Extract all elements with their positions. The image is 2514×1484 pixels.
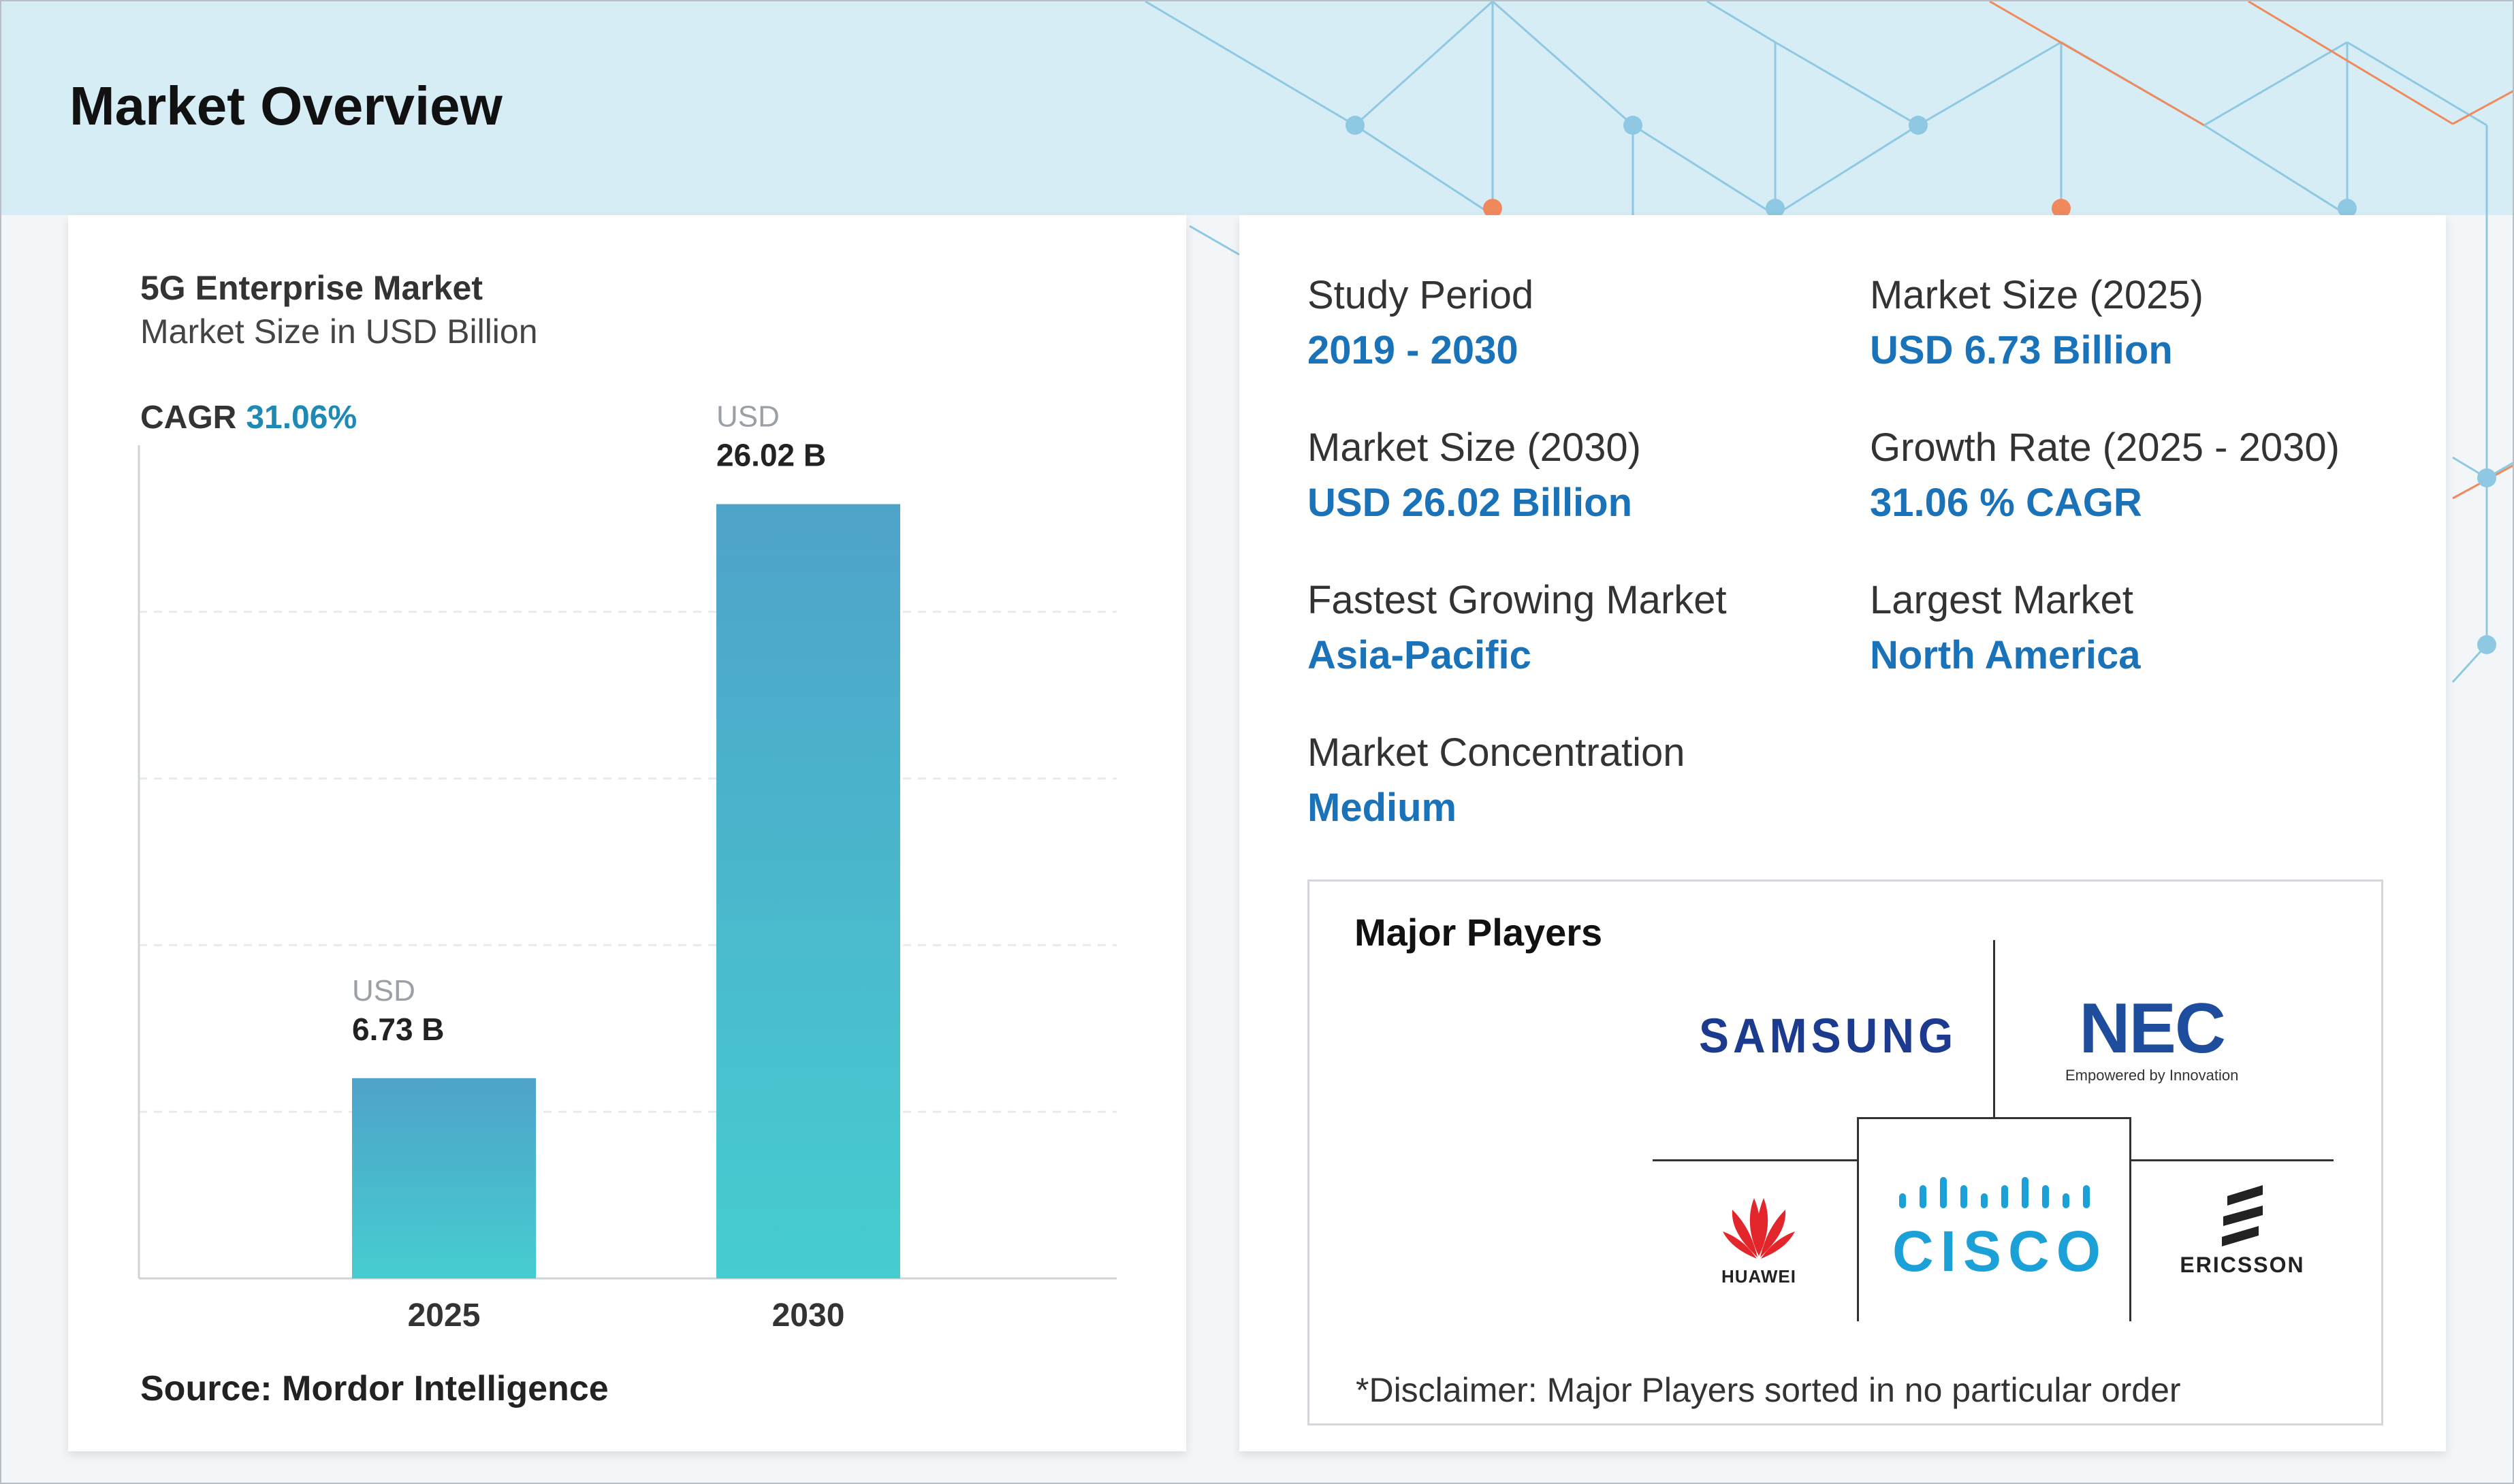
market-info-card: Study Period 2019 - 2030 Market Size (20… bbox=[1239, 215, 2446, 1451]
stat-value: Medium bbox=[1307, 786, 1457, 830]
logo-divider bbox=[2129, 1159, 2334, 1161]
huawei-petals-icon bbox=[1723, 1198, 1795, 1259]
bar-value-prefix: USD bbox=[352, 974, 415, 1007]
bar-chart: USD 6.73 B 2025 USD 26.02 B 2030 bbox=[138, 400, 1117, 1334]
logo-divider bbox=[1857, 1117, 2129, 1119]
chart-title: 5G Enterprise Market bbox=[140, 269, 483, 307]
cagr-text: CAGR bbox=[140, 400, 237, 436]
stat-study-period: Study Period 2019 - 2030 bbox=[1307, 272, 1533, 373]
major-players-box: Major Players SAMSUNG NEC Empowered by I… bbox=[1307, 880, 2383, 1425]
huawei-logo[interactable]: HUAWEI bbox=[1704, 1188, 1813, 1287]
stat-label: Fastest Growing Market bbox=[1307, 578, 1727, 622]
ericsson-mark-icon bbox=[2222, 1185, 2263, 1246]
huawei-logo-text: HUAWEI bbox=[1721, 1266, 1796, 1287]
stat-label: Growth Rate (2025 - 2030) bbox=[1870, 425, 2340, 470]
stat-value: USD 6.73 Billion bbox=[1870, 328, 2173, 372]
nec-tagline: Empowered by Innovation bbox=[2065, 1067, 2239, 1084]
chart-subtitle: Market Size in USD Billion bbox=[140, 312, 538, 351]
nec-logo-text: NEC bbox=[2079, 989, 2226, 1068]
bar-2025 bbox=[352, 1078, 536, 1278]
ericsson-logo-text: ERICSSON bbox=[2180, 1253, 2305, 1277]
stat-value: USD 26.02 Billion bbox=[1307, 481, 1633, 525]
stat-label: Market Size (2030) bbox=[1307, 425, 1641, 470]
nec-logo[interactable]: NEC Empowered by Innovation bbox=[2065, 993, 2238, 1084]
ericsson-logo[interactable]: ERICSSON bbox=[2161, 1181, 2324, 1278]
major-players-title: Major Players bbox=[1354, 911, 1603, 954]
stat-market-size-2025: Market Size (2025) USD 6.73 Billion bbox=[1870, 272, 2203, 373]
stat-label: Study Period bbox=[1307, 273, 1534, 317]
x-tick-label: 2025 bbox=[408, 1297, 481, 1334]
stat-value: North America bbox=[1870, 633, 2141, 677]
chart-card: 5G Enterprise Market Market Size in USD … bbox=[68, 215, 1186, 1451]
page-title: Market Overview bbox=[69, 76, 503, 136]
stat-market-size-2030: Market Size (2030) USD 26.02 Billion bbox=[1307, 425, 1641, 526]
cagr-label: CAGR 31.06% bbox=[140, 399, 357, 436]
logo-divider bbox=[1653, 1159, 1857, 1161]
bar-value-prefix: USD bbox=[716, 400, 780, 434]
header-band bbox=[1, 1, 2513, 215]
cisco-logo-text: CISCO bbox=[1892, 1219, 2108, 1283]
logo-divider bbox=[1993, 940, 1995, 1118]
samsung-logo[interactable]: SAMSUNG bbox=[1699, 1008, 1958, 1063]
logo-divider bbox=[1857, 1117, 1859, 1321]
cisco-logo[interactable]: CISCO bbox=[1892, 1167, 2108, 1285]
stat-fastest-growing-market: Fastest Growing Market Asia-Pacific bbox=[1307, 577, 1727, 678]
cisco-bars-icon bbox=[1899, 1177, 2090, 1208]
stat-market-concentration: Market Concentration Medium bbox=[1307, 730, 1685, 830]
bar-value-label: 26.02 B bbox=[716, 438, 826, 473]
stat-label: Market Size (2025) bbox=[1870, 273, 2203, 317]
samsung-logo-text: SAMSUNG bbox=[1699, 1008, 1958, 1063]
stat-growth-rate: Growth Rate (2025 - 2030) 31.06 % CAGR bbox=[1870, 425, 2340, 526]
stat-value: 2019 - 2030 bbox=[1307, 328, 1518, 372]
chart-source: Source: Mordor Intelligence bbox=[140, 1369, 609, 1408]
x-tick-label: 2030 bbox=[772, 1297, 845, 1334]
stat-label: Market Concentration bbox=[1307, 730, 1685, 775]
stat-value: 31.06 % CAGR bbox=[1870, 481, 2142, 525]
bar-value-label: 6.73 B bbox=[352, 1012, 445, 1047]
cagr-value: 31.06% bbox=[246, 400, 357, 436]
stat-label: Largest Market bbox=[1870, 578, 2133, 622]
logo-divider bbox=[2129, 1117, 2131, 1321]
stat-largest-market: Largest Market North America bbox=[1870, 577, 2141, 678]
bar-2030 bbox=[716, 504, 900, 1278]
disclaimer-text: *Disclaimer: Major Players sorted in no … bbox=[1356, 1371, 2181, 1409]
stat-value: Asia-Pacific bbox=[1307, 633, 1531, 677]
